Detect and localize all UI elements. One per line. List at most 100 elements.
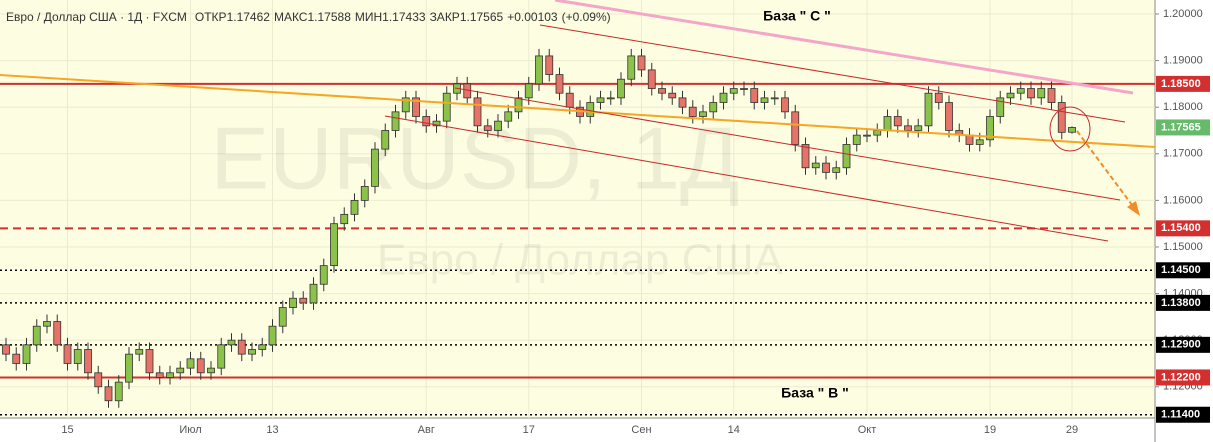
candle-body <box>842 144 851 169</box>
candle-body <box>2 344 10 355</box>
grid <box>0 0 1155 418</box>
candle-body <box>43 321 51 327</box>
candle-body <box>914 125 923 131</box>
candle-body <box>1006 92 1015 99</box>
ohlc-label: МАКС <box>274 10 308 24</box>
candle-body <box>12 353 21 364</box>
candle-body <box>1047 88 1056 103</box>
candle-body <box>1027 88 1035 99</box>
candle-body <box>1068 127 1076 133</box>
candle-body <box>135 349 144 355</box>
candle-body <box>586 102 595 117</box>
plot-area <box>0 0 1155 418</box>
candle-body <box>32 325 41 346</box>
annotation: База " С " <box>763 8 831 24</box>
channel-line <box>454 87 1121 201</box>
x-tick-label: Июл <box>179 424 201 436</box>
candle-body <box>155 372 164 378</box>
candle-body <box>432 120 441 127</box>
candle-body <box>832 167 841 173</box>
ohlc-value: 1.17588 <box>307 10 351 24</box>
x-tick-label: 19 <box>984 424 996 436</box>
candle-body <box>617 78 625 99</box>
x-tick-label: Окт <box>858 424 877 436</box>
change: +0.00103 <box>507 10 558 24</box>
candle-body <box>381 130 390 150</box>
candle-body <box>422 116 431 127</box>
candle-body <box>166 372 174 378</box>
header: Евро / Доллар США · 1Д · FXCM ОТКР1.17462… <box>6 10 611 24</box>
candle-body <box>719 92 728 103</box>
candle-body <box>227 339 236 346</box>
candle-body <box>658 88 666 94</box>
candle-body <box>668 92 677 99</box>
level-label: 1.12200 <box>1161 371 1201 383</box>
candle-body <box>924 92 933 127</box>
candle-body <box>524 83 533 99</box>
candle-body <box>975 139 984 145</box>
candle-body <box>678 97 687 108</box>
candle-body <box>494 120 502 131</box>
x-tick-label: 17 <box>523 424 535 436</box>
candle-body <box>309 283 318 304</box>
level-tag <box>1156 336 1210 353</box>
change-pct: (+0.09%) <box>562 10 611 24</box>
level-label: 1.13800 <box>1161 297 1201 309</box>
candle-body <box>1016 88 1025 94</box>
y-tick-label: 1.20000 <box>1163 8 1203 20</box>
candle-body <box>217 344 226 369</box>
x-tick-label: 13 <box>266 424 278 436</box>
level-label: 1.12900 <box>1161 339 1201 351</box>
level-label: 1.11400 <box>1161 409 1200 421</box>
candle-body <box>114 381 123 402</box>
levels <box>0 82 1155 416</box>
candle-body <box>391 111 400 131</box>
x-tick-label: 14 <box>728 424 740 436</box>
y-tick-label: 1.19000 <box>1163 54 1203 66</box>
level-tag <box>1156 294 1210 311</box>
candle-body <box>278 307 287 327</box>
candle-body <box>904 125 912 131</box>
candle-body <box>145 349 154 374</box>
candle-body <box>514 97 523 113</box>
annotation: База " В " <box>781 385 849 401</box>
x-tick-label: 29 <box>1066 424 1078 436</box>
candle-body <box>53 321 62 346</box>
candle-body <box>94 372 103 388</box>
candle-body <box>350 199 359 215</box>
x-tick-label: Сен <box>631 424 651 436</box>
trend-line <box>554 0 1134 95</box>
candle-body <box>791 111 800 145</box>
candle-body <box>371 148 379 187</box>
last-price-tag <box>1156 119 1210 136</box>
candle-body <box>340 213 349 225</box>
ohlc-label: ЗАКР <box>430 10 460 24</box>
candle-body <box>565 92 574 108</box>
candle-body <box>207 367 215 374</box>
y-tick-label: 1.15000 <box>1163 241 1203 253</box>
candle-body <box>22 344 31 364</box>
candle-body <box>811 162 820 169</box>
candle-body <box>104 386 113 402</box>
level-tag <box>1156 220 1210 237</box>
candle-body <box>63 344 72 364</box>
candle-body <box>801 144 810 169</box>
candle-body <box>893 116 902 127</box>
header-text: Евро / Доллар США · 1Д · FXCM ОТКР1.17462… <box>6 10 611 24</box>
time-axis <box>0 418 1155 442</box>
candle-body <box>986 116 994 141</box>
candle-body <box>125 353 133 383</box>
x-tick-label: 15 <box>61 424 73 436</box>
candle-body <box>606 97 615 100</box>
candle-body <box>740 88 748 90</box>
arrow-head <box>1127 201 1140 216</box>
level-label: 1.14500 <box>1161 264 1201 276</box>
candle-body <box>873 130 882 136</box>
watermark-subtitle: Евро / Доллар США <box>377 236 784 285</box>
candle-body <box>196 358 205 374</box>
candle-body <box>596 97 605 103</box>
candle-body <box>709 102 718 113</box>
candle-body <box>1057 102 1066 133</box>
candle-body <box>647 69 656 89</box>
y-tick-label: 1.17000 <box>1163 148 1203 160</box>
